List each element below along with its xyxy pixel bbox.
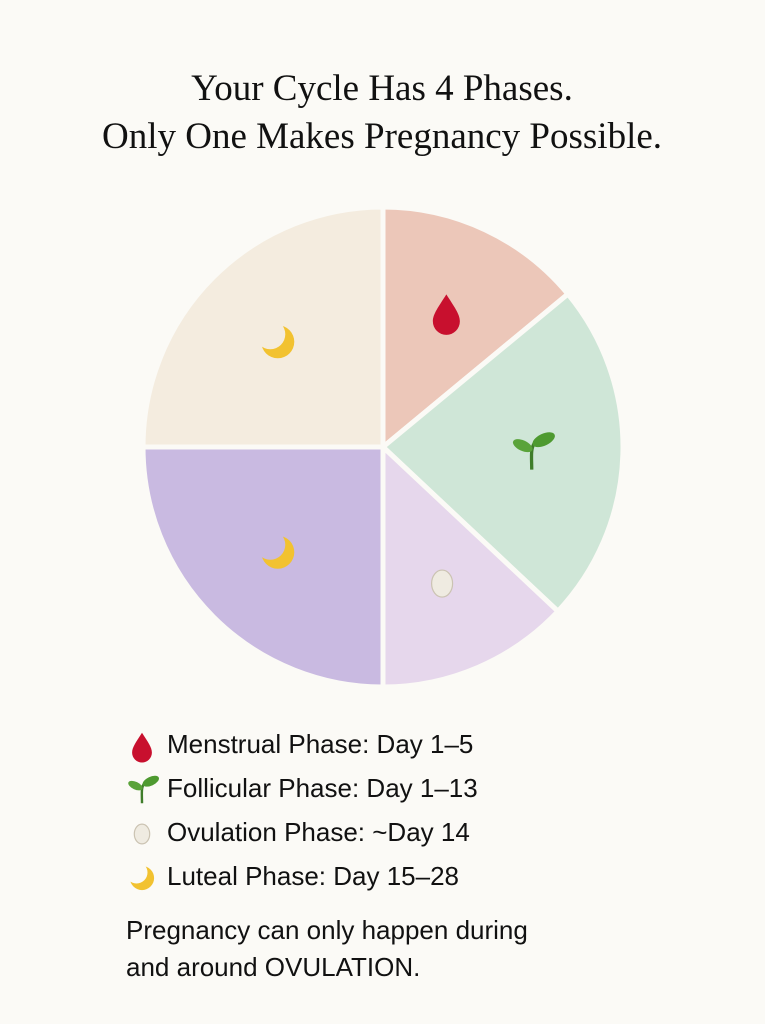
moon-icon bbox=[125, 861, 155, 891]
sprout-leaf bbox=[532, 432, 555, 448]
title-line: Only One Makes Pregnancy Possible. bbox=[102, 116, 662, 157]
egg-icon bbox=[133, 823, 151, 845]
moon-icon bbox=[255, 319, 295, 359]
sprout-leaf bbox=[128, 780, 143, 791]
legend: Menstrual Phase: Day 1–5 Follicular Phase… bbox=[125, 729, 478, 891]
legend-label: Follicular Phase: Day 1–13 bbox=[167, 773, 478, 803]
legend-label: Ovulation Phase: ~Day 14 bbox=[167, 817, 470, 847]
pie-slice bbox=[380, 441, 562, 690]
pie-slice bbox=[380, 204, 572, 453]
drop-icon bbox=[432, 294, 460, 335]
moon-cut bbox=[125, 861, 148, 884]
egg-icon bbox=[430, 569, 454, 598]
sprout-icon bbox=[512, 432, 555, 470]
pie-slice bbox=[379, 290, 626, 615]
note-line: Pregnancy can only happen during bbox=[126, 915, 528, 945]
moon-icon bbox=[255, 529, 295, 569]
moon-cut bbox=[255, 529, 286, 560]
pie bbox=[140, 204, 626, 690]
drop-icon bbox=[132, 732, 152, 763]
sprout-leaf bbox=[512, 439, 533, 453]
moon-cut bbox=[255, 319, 286, 350]
note-line: and around OVULATION. bbox=[126, 952, 420, 982]
title-line: Your Cycle Has 4 Phases. bbox=[191, 68, 573, 109]
sprout-leaf bbox=[142, 775, 159, 787]
sprout-icon bbox=[128, 775, 159, 804]
legend-label: Luteal Phase: Day 15–28 bbox=[167, 861, 459, 891]
pie-slice bbox=[140, 444, 386, 690]
legend-label: Menstrual Phase: Day 1–5 bbox=[167, 729, 473, 759]
